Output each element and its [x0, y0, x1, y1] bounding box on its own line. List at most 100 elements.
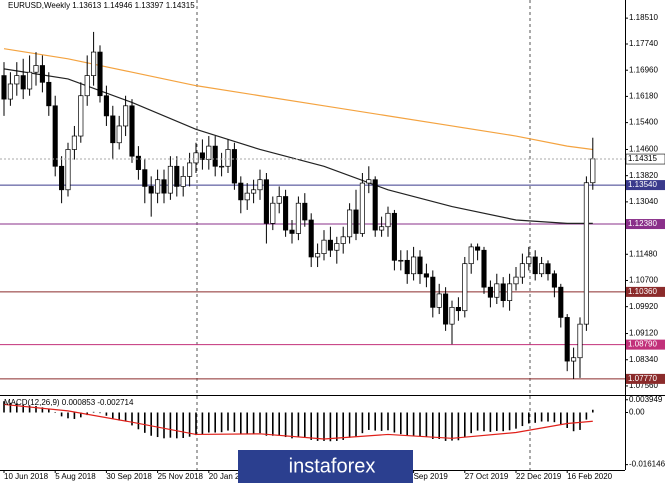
- macd-bar: [329, 412, 332, 442]
- macd-bar: [585, 412, 588, 420]
- macd-bar: [16, 403, 18, 413]
- macd-bar: [502, 412, 504, 432]
- level-label-box: [626, 180, 665, 191]
- y-tick-label: 1.14600: [629, 145, 658, 154]
- macd-bar: [579, 412, 581, 430]
- level-label-box: [626, 339, 665, 350]
- y-tick-label: 1.09120: [629, 329, 658, 338]
- candle-body: [475, 246, 481, 251]
- macd-bar: [400, 412, 402, 435]
- candle-body: [327, 239, 333, 251]
- macd-bar: [432, 412, 434, 439]
- candle-body: [65, 149, 71, 191]
- candle-body: [411, 256, 417, 275]
- x-tick-label: 20 Jan 2019: [209, 472, 254, 481]
- candle-body: [33, 65, 39, 73]
- candle-body: [174, 165, 180, 187]
- candle-body: [423, 273, 429, 278]
- macd-bar: [355, 412, 357, 438]
- candle-body: [513, 276, 519, 285]
- candle-body: [353, 209, 359, 234]
- macd-bar: [195, 412, 197, 436]
- macd-bar: [304, 412, 306, 438]
- x-tick-label: 10 Jun 2018: [4, 472, 49, 481]
- y-tick-label: 1.15400: [629, 118, 658, 127]
- macd-bar: [118, 412, 120, 421]
- macd-bar: [521, 412, 524, 427]
- candle-body: [103, 95, 109, 117]
- macd-bar: [259, 412, 261, 434]
- macd-bar: [438, 412, 440, 439]
- candle-body: [251, 189, 257, 194]
- candle-body: [129, 105, 135, 157]
- macd-bar: [99, 412, 101, 414]
- level-label-box: [626, 373, 665, 384]
- macd-bar: [515, 412, 517, 429]
- candle-body: [391, 212, 397, 261]
- candle-body: [199, 152, 205, 160]
- y-tick-label: 1.18510: [629, 13, 658, 22]
- macd-bar: [233, 412, 236, 432]
- candle-body: [78, 95, 84, 137]
- macd-bar: [188, 412, 191, 437]
- candle-body: [315, 253, 321, 258]
- candle-body: [193, 152, 199, 164]
- macd-bar: [150, 412, 152, 436]
- macd-bar: [124, 412, 127, 422]
- macd-bar: [265, 412, 268, 436]
- macd-bar: [144, 412, 146, 433]
- candle-body: [539, 263, 545, 275]
- candle-body: [443, 293, 449, 325]
- macd-bar: [560, 412, 562, 425]
- candle-body: [148, 186, 154, 194]
- candle-body: [455, 306, 461, 312]
- macd-bar: [252, 412, 255, 435]
- y-tick-label: 1.17740: [629, 39, 658, 48]
- macd-bar: [131, 412, 133, 426]
- candle-body: [20, 75, 26, 90]
- macd-bar: [80, 412, 82, 418]
- macd-bar: [592, 409, 594, 413]
- x-tick-label: 27 Oct 2019: [465, 472, 509, 481]
- macd-bar: [169, 412, 172, 438]
- candle-body: [590, 158, 596, 184]
- macd-bar: [310, 412, 312, 440]
- candle-body: [263, 179, 269, 224]
- candle-body: [372, 179, 378, 231]
- macd-bar: [444, 412, 447, 441]
- macd-bar: [508, 412, 511, 431]
- candle-body: [302, 202, 308, 221]
- candle-body: [135, 155, 141, 170]
- candle-body: [340, 236, 346, 244]
- price-panel: [0, 31, 625, 380]
- macd-bar: [208, 412, 210, 433]
- last-price-label: 1.14315: [628, 154, 657, 163]
- candle-body: [270, 202, 276, 224]
- y-tick-label: 1.16960: [629, 65, 658, 74]
- macd-bar: [48, 409, 50, 413]
- macd-bar: [336, 412, 338, 441]
- candle-body: [116, 125, 122, 144]
- macd-bar: [22, 404, 24, 413]
- macd-bar: [348, 412, 351, 438]
- candle-body: [59, 165, 65, 191]
- macd-bar: [361, 412, 364, 434]
- candle-body: [551, 273, 557, 288]
- moving-average: [3, 48, 593, 151]
- candle-body: [225, 149, 231, 167]
- level-label: 1.08790: [628, 340, 657, 349]
- candle-body: [519, 263, 525, 278]
- macd-tick-label: 0.003949: [629, 395, 663, 404]
- candle-body: [27, 71, 33, 90]
- candle-body: [39, 65, 45, 83]
- macd-title: MACD(12,26,9) 0.000853 -0.002714: [4, 398, 134, 407]
- macd-bar: [182, 412, 184, 439]
- macd-bar: [483, 412, 485, 432]
- candle-body: [110, 115, 116, 144]
- candle-body: [46, 81, 52, 107]
- chart-title: EURUSD,Weekly 1.13613 1.14946 1.13397 1.…: [8, 1, 195, 10]
- macd-panel: [3, 401, 594, 442]
- level-label: 1.07770: [628, 374, 657, 383]
- candle-body: [468, 246, 474, 265]
